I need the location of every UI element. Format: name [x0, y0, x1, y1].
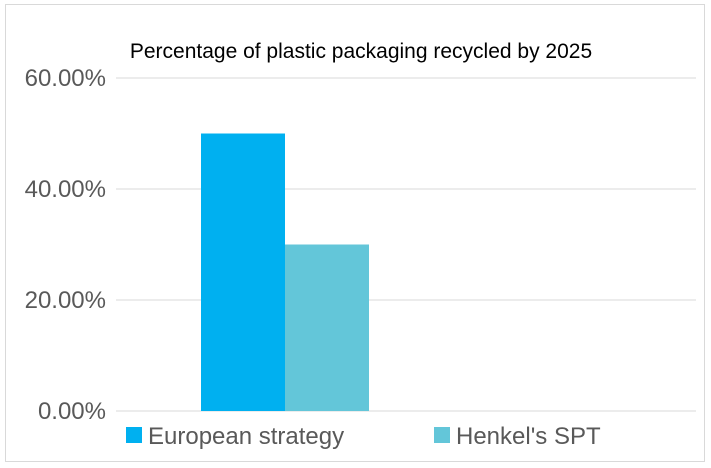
bar-henkel-s-spt: [285, 244, 369, 411]
y-tick-label: 0.00%: [38, 398, 106, 425]
legend-swatch: [126, 427, 142, 443]
y-tick-label: 20.00%: [25, 287, 106, 314]
y-tick-label: 40.00%: [25, 176, 106, 203]
chart-title: Percentage of plastic packaging recycled…: [130, 40, 592, 63]
legend-label: European strategy: [148, 423, 344, 450]
y-axis-ticks: 0.00% 20.00% 40.00% 60.00%: [25, 65, 106, 425]
legend-label: Henkel's SPT: [456, 423, 601, 450]
bar-european-strategy: [201, 133, 285, 411]
bars: [201, 133, 369, 411]
chart-canvas: 0.00% 20.00% 40.00% 60.00% Percentage of pl…: [25, 40, 696, 450]
y-tick-label: 60.00%: [25, 65, 106, 92]
chart-area: 0.00% 20.00% 40.00% 60.00% Percentage of pl…: [5, 4, 705, 462]
legend-swatch: [434, 427, 450, 443]
legend: European strategy Henkel's SPT: [126, 423, 601, 450]
